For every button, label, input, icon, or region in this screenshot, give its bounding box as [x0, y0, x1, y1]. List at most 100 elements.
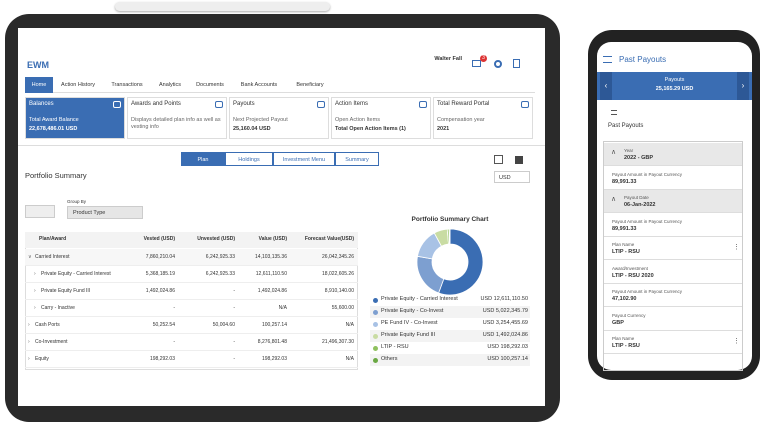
legend-label: PE Fund IV - Co-Invest: [381, 320, 438, 326]
column-header: Plan/Award: [39, 236, 67, 242]
item-label: Year: [624, 148, 634, 153]
table-cell: Carried Interest: [35, 254, 70, 260]
phone-item: [604, 167, 742, 190]
card-icon: [317, 101, 325, 108]
group-by-select[interactable]: Product Type: [67, 206, 143, 219]
phone-banner: [597, 72, 752, 100]
row-toggle: ›: [28, 339, 30, 345]
table-row[interactable]: [25, 351, 358, 368]
nav-item[interactable]: Home: [25, 77, 53, 93]
card-title: Balances: [29, 101, 54, 107]
table-cell: 14,103,135.36: [255, 254, 287, 260]
table-cell: 6,242,925.33: [205, 271, 235, 277]
phone-filter[interactable]: Past Payouts: [608, 123, 644, 129]
table-row[interactable]: [25, 300, 358, 317]
tab[interactable]: Holdings: [225, 152, 273, 166]
nav-item[interactable]: Action History: [61, 82, 95, 88]
table-cell: 55,600.00: [331, 305, 354, 311]
currency-select[interactable]: USD: [494, 171, 530, 183]
banner-label: Payouts: [664, 77, 685, 83]
legend-label: Private Equity - Carried Interest: [381, 296, 458, 302]
settings-icon[interactable]: [494, 60, 502, 68]
card-title: Payouts: [233, 101, 255, 107]
nav-item[interactable]: Analytics: [158, 82, 181, 88]
table-cell: -: [233, 305, 235, 311]
nav-bar: [25, 77, 535, 93]
logout-icon[interactable]: [513, 59, 520, 68]
nav-item[interactable]: Bank Accounts: [240, 82, 278, 88]
item-value: 2022 - GBP: [624, 155, 654, 161]
row-toggle: ›: [28, 356, 30, 362]
item-label: Plan Name: [612, 336, 635, 341]
card[interactable]: [433, 97, 533, 139]
banner-arrow[interactable]: ‹: [600, 72, 612, 100]
table-row[interactable]: [25, 334, 358, 351]
column-header: Forecast Value(USD): [304, 236, 354, 242]
table-cell: N/A: [278, 305, 287, 311]
legend-value: USD 3,254,455.69: [482, 320, 528, 326]
more-icon[interactable]: ⋮: [733, 338, 740, 345]
item-label: Payout Amount in Payout Currency: [612, 289, 683, 294]
donut-slice: [438, 228, 484, 296]
table-cell: Co-Investment: [35, 339, 68, 345]
table-cell: 1,492,024.86: [257, 288, 287, 294]
more-icon[interactable]: ⋮: [733, 244, 740, 251]
section-title: Portfolio Summary: [25, 171, 87, 180]
group-button[interactable]: [25, 205, 55, 218]
menu-icon[interactable]: [603, 56, 612, 63]
group-by-label: Group By: [67, 199, 87, 204]
table-row[interactable]: [25, 283, 358, 300]
legend-dot: [373, 345, 378, 351]
tab[interactable]: Summary: [335, 152, 379, 166]
column-header: Value (USD): [258, 236, 287, 242]
table-cell: 5,368,185.19: [145, 271, 175, 277]
nav-item[interactable]: Beneficiary: [296, 82, 324, 88]
table-cell: 8,276,801.48: [257, 339, 287, 345]
banner-arrow[interactable]: ›: [737, 72, 749, 100]
filter-icon: [611, 110, 617, 115]
tab[interactable]: Investment Menu: [273, 152, 335, 166]
card[interactable]: [229, 97, 329, 139]
card[interactable]: [127, 97, 227, 139]
item-value: LTIP - RSU 2020: [612, 272, 654, 279]
legend-row-bg: [370, 306, 530, 318]
table-row[interactable]: [25, 317, 358, 334]
donut-chart: [416, 228, 484, 296]
print-icon[interactable]: [494, 155, 503, 164]
phone-item: [604, 331, 742, 354]
phone-item[interactable]: [604, 143, 742, 166]
legend-dot: [373, 357, 378, 363]
banner-value: 25,165.29 USD: [655, 86, 694, 92]
table-cell: -: [173, 339, 175, 345]
card-label: Open Action Items: [335, 117, 380, 123]
table-row[interactable]: [25, 266, 358, 283]
table-cell: -: [173, 305, 175, 311]
legend-label: Others: [381, 356, 398, 362]
card-title: Awards and Points: [131, 101, 181, 107]
table-cell: Cash Ports: [35, 322, 60, 328]
table-cell: Equity: [35, 356, 49, 362]
phone-item[interactable]: [604, 190, 742, 213]
item-label: Plan Name: [612, 242, 635, 247]
item-label: Payout Amount in Payout Currency: [612, 171, 683, 177]
chevron: ∧: [611, 196, 617, 203]
donut-slice: [416, 255, 445, 294]
nav-item[interactable]: Transactions: [111, 82, 143, 88]
table-cell: Private Equity Fund III: [41, 288, 91, 294]
table-cell: -: [233, 339, 235, 345]
table-cell: 1,492,024.86: [145, 288, 175, 294]
print-icon[interactable]: [515, 156, 523, 164]
phone-card: [603, 141, 743, 371]
table-row[interactable]: [25, 249, 358, 266]
nav-item[interactable]: Documents: [196, 82, 224, 88]
card[interactable]: [25, 97, 125, 139]
card-label: Next Projected Payout: [233, 117, 288, 123]
legend-dot: [373, 309, 378, 315]
logo: EWM: [27, 60, 49, 70]
card[interactable]: [331, 97, 431, 139]
mail-icon[interactable]: [472, 60, 481, 67]
phone-item: [604, 308, 742, 331]
tab[interactable]: Plan: [181, 152, 225, 166]
card-title: Action Items: [335, 101, 369, 107]
table-cell: N/A: [345, 356, 354, 362]
